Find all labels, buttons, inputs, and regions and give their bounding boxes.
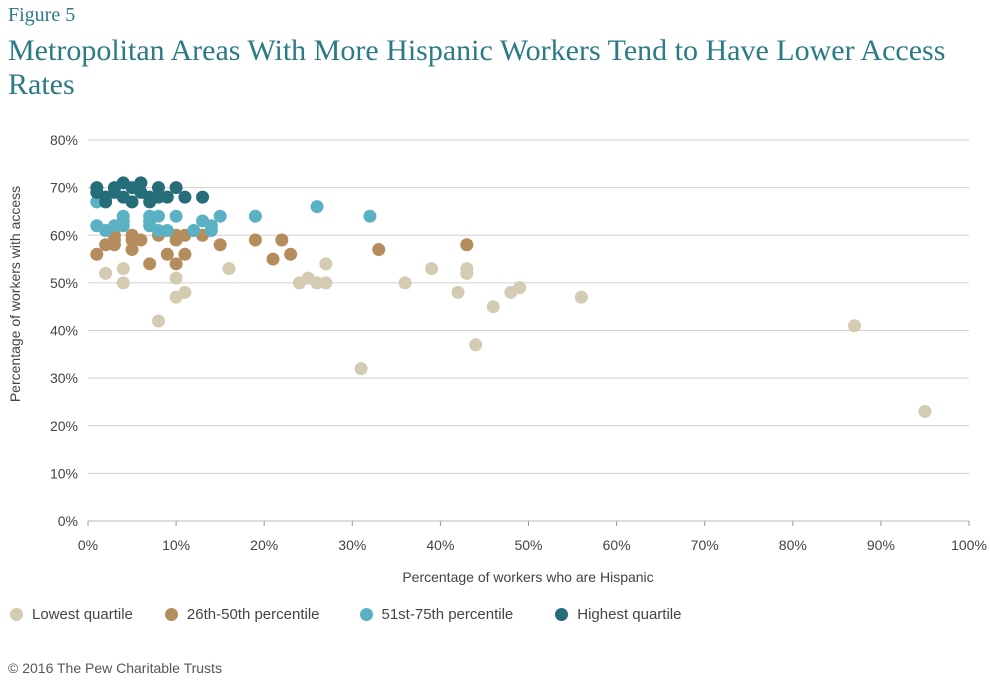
- data-point: [918, 404, 932, 418]
- data-point: [248, 233, 262, 247]
- figure-label: Figure 5: [8, 4, 76, 26]
- data-point: [398, 276, 412, 290]
- y-tick-label: 50%: [50, 275, 78, 291]
- x-axis-title: Percentage of workers who are Hispanic: [402, 569, 653, 585]
- legend-swatch: [359, 608, 373, 621]
- data-point: [213, 238, 227, 252]
- data-point: [284, 247, 298, 261]
- legend-item: 51st-75th percentile: [359, 606, 514, 623]
- x-tick-label: 60%: [603, 537, 631, 553]
- x-tick-label: 70%: [691, 537, 719, 553]
- x-tick-label: 90%: [867, 537, 895, 553]
- y-tick-label: 60%: [50, 227, 78, 243]
- data-point: [469, 338, 483, 352]
- data-point: [310, 200, 324, 214]
- data-point: [204, 219, 218, 233]
- y-tick-label: 20%: [50, 418, 78, 434]
- data-point: [372, 243, 386, 257]
- data-point: [116, 262, 130, 276]
- data-point: [363, 209, 377, 223]
- data-point: [187, 223, 201, 237]
- data-point: [513, 281, 527, 295]
- legend-label: 51st-75th percentile: [381, 606, 514, 623]
- data-point: [425, 262, 439, 276]
- data-point: [847, 319, 861, 333]
- data-point: [451, 285, 465, 299]
- x-tick-label: 100%: [951, 537, 987, 553]
- data-point: [160, 223, 174, 237]
- legend-swatch: [164, 608, 178, 621]
- series-3: [90, 176, 210, 209]
- series-2: [90, 195, 377, 237]
- y-tick-label: 40%: [50, 323, 78, 339]
- legend-swatch: [555, 608, 569, 621]
- y-tick-label: 30%: [50, 370, 78, 386]
- data-point: [169, 257, 183, 271]
- data-point: [169, 181, 183, 195]
- data-point: [460, 238, 474, 252]
- y-tick-label: 70%: [50, 180, 78, 196]
- y-tick-label: 0%: [58, 513, 78, 529]
- gridlines: [87, 139, 970, 526]
- y-tick-label: 80%: [50, 132, 78, 148]
- x-tick-label: 30%: [338, 537, 366, 553]
- data-point: [134, 176, 148, 190]
- legend-swatch: [10, 608, 23, 621]
- series-0: [99, 257, 932, 418]
- data-point: [266, 252, 280, 266]
- scatter-chart: 0% 10% 20% 30% 40% 50% 60% 70% 80% 0% 10% 20% 30% 40…: [7, 132, 987, 585]
- data-point: [354, 362, 368, 376]
- data-point: [151, 181, 165, 195]
- data-point: [160, 247, 174, 261]
- x-axis-ticks: 0% 10% 20% 30% 40% 50% 60% 70% 80% 90% 100%: [78, 537, 987, 553]
- data-point: [178, 190, 192, 204]
- data-point: [90, 247, 104, 261]
- data-point: [134, 233, 148, 247]
- x-tick-label: 0%: [78, 537, 98, 553]
- data-point: [99, 266, 113, 280]
- data-point: [248, 209, 262, 223]
- data-point: [574, 290, 588, 304]
- copyright-footer: © 2016 The Pew Charitable Trusts: [8, 660, 222, 676]
- data-point: [275, 233, 289, 247]
- data-point: [196, 190, 210, 204]
- data-point: [486, 300, 500, 314]
- data-point: [213, 209, 227, 223]
- x-tick-label: 40%: [426, 537, 454, 553]
- legend: Lowest quartile 26th-50th percentile 51st-…: [10, 606, 709, 623]
- data-points: [90, 176, 932, 418]
- data-point: [116, 276, 130, 290]
- data-point: [143, 257, 157, 271]
- x-tick-label: 10%: [162, 537, 190, 553]
- data-point: [169, 209, 183, 223]
- data-point: [178, 247, 192, 261]
- data-point: [319, 276, 333, 290]
- data-point: [178, 285, 192, 299]
- x-tick-label: 50%: [514, 537, 542, 553]
- data-point: [460, 266, 474, 280]
- data-point: [169, 271, 183, 285]
- data-point: [125, 243, 139, 257]
- legend-item: Highest quartile: [555, 606, 681, 623]
- chart-title: Metropolitan Areas With More Hispanic Wo…: [8, 34, 946, 101]
- data-point: [319, 257, 333, 271]
- legend-item: Lowest quartile: [10, 606, 133, 623]
- data-point: [222, 262, 236, 276]
- x-tick-label: 80%: [779, 537, 807, 553]
- legend-label: Lowest quartile: [32, 606, 133, 623]
- y-axis-ticks: 0% 10% 20% 30% 40% 50% 60% 70% 80%: [50, 132, 78, 529]
- data-point: [151, 209, 165, 223]
- data-point: [125, 195, 139, 209]
- y-tick-label: 10%: [50, 465, 78, 481]
- data-point: [116, 209, 130, 223]
- data-point: [151, 314, 165, 328]
- x-tick-label: 20%: [250, 537, 278, 553]
- data-point: [160, 190, 174, 204]
- y-axis-title: Percentage of workers with access: [7, 186, 23, 402]
- legend-label: 26th-50th percentile: [186, 606, 320, 623]
- legend-label: Highest quartile: [577, 606, 682, 623]
- legend-item: 26th-50th percentile: [164, 606, 320, 623]
